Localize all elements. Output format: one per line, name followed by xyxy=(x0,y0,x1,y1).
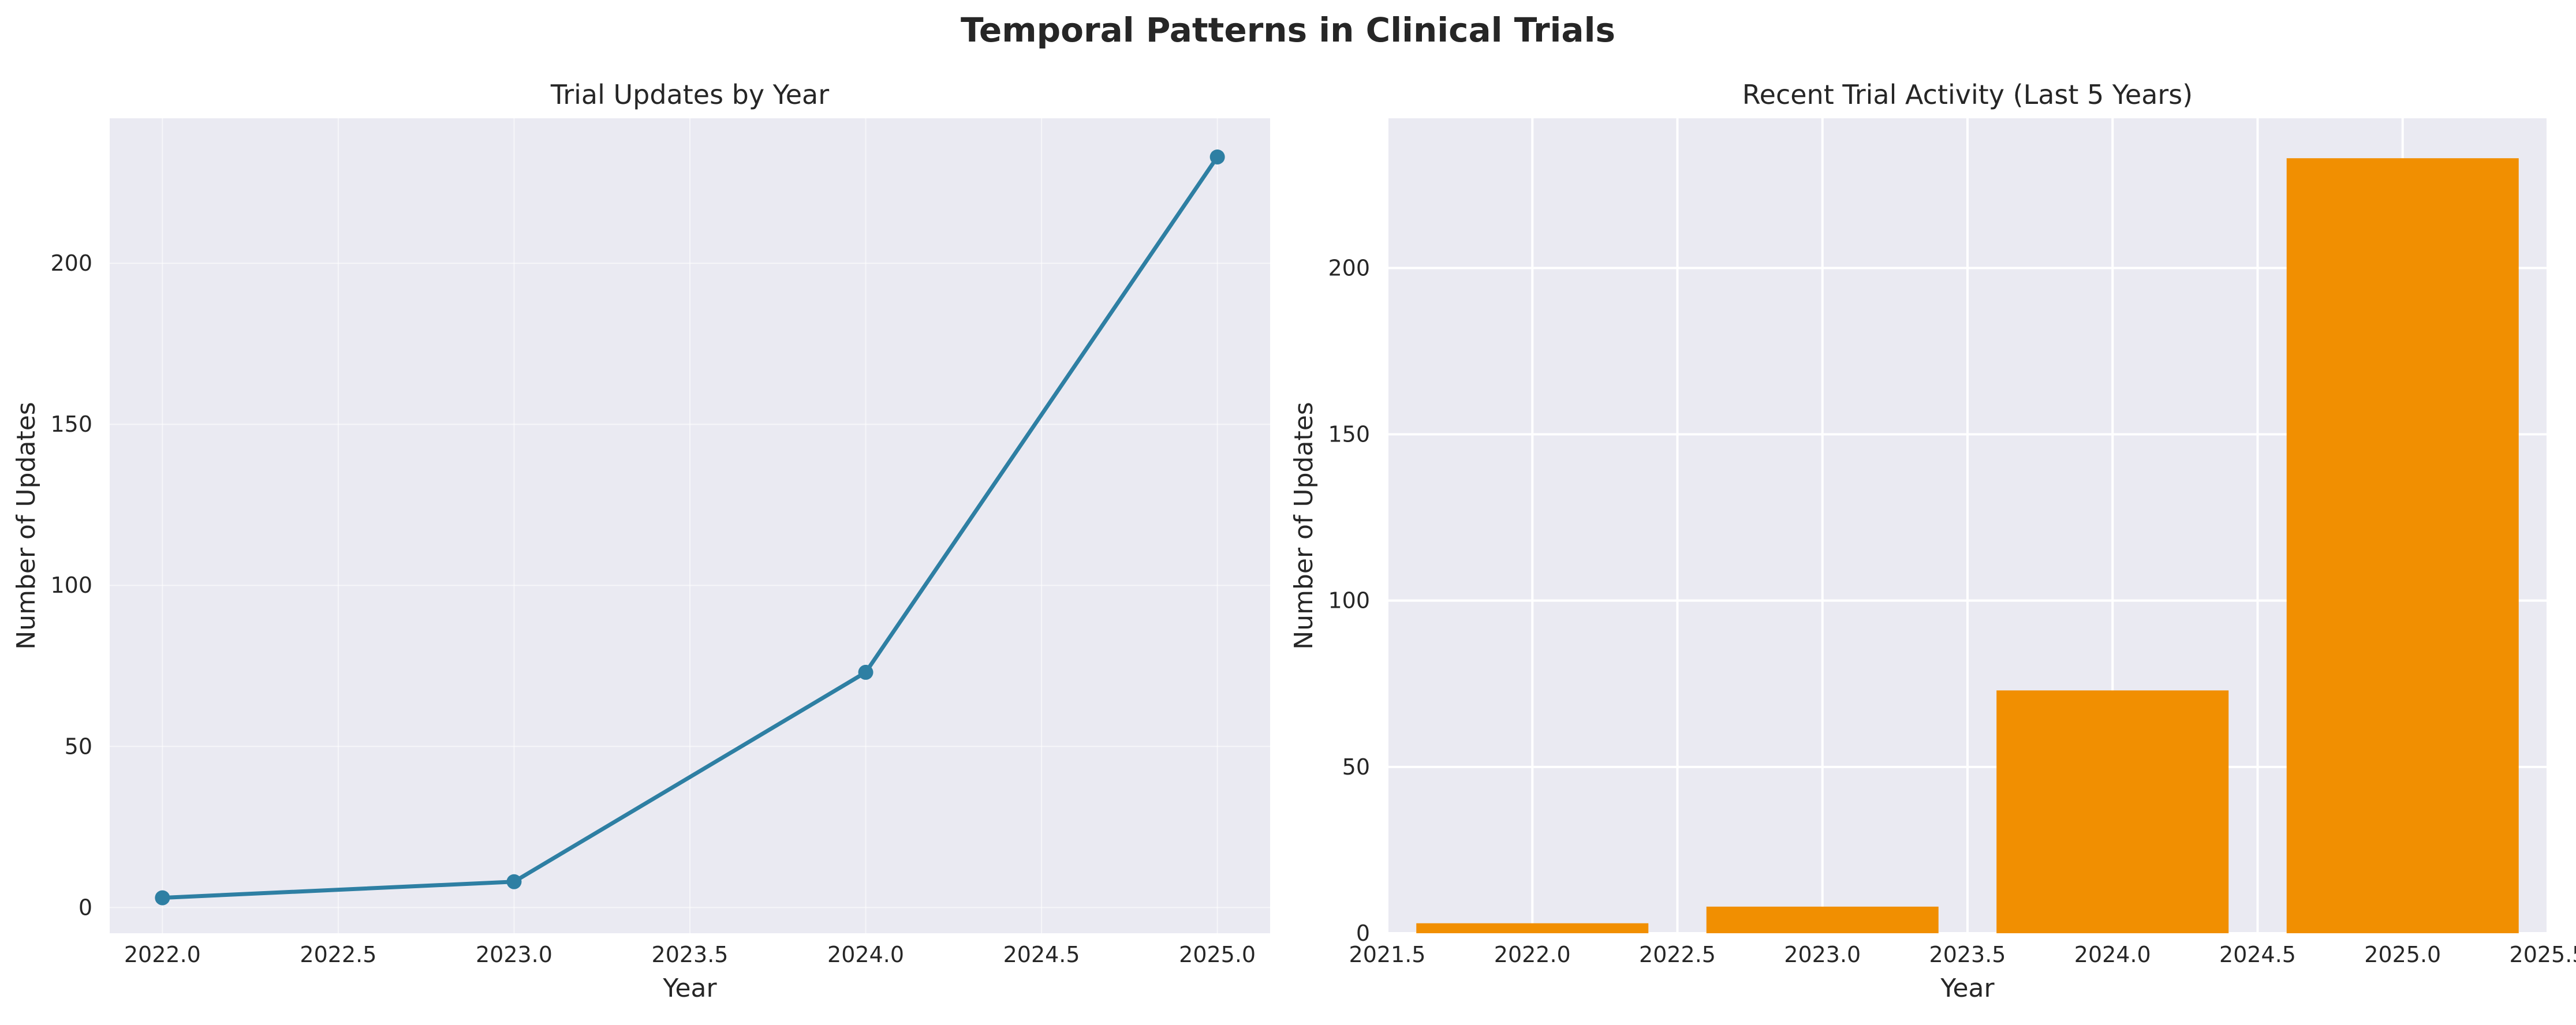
x-tick-label: 2025.5 xyxy=(2510,942,2576,967)
y-tick-label: 0 xyxy=(1356,921,1370,946)
y-tick-label: 100 xyxy=(1328,588,1370,613)
x-tick-label: 2022.0 xyxy=(1494,942,1571,967)
x-tick-label: 2023.5 xyxy=(1929,942,2006,967)
figure-title: Temporal Patterns in Clinical Trials xyxy=(961,10,1615,50)
line-chart-series xyxy=(155,149,1225,906)
data-point xyxy=(506,874,522,889)
x-tick-label: 2024.0 xyxy=(827,942,904,967)
line-chart-panel: 2022.0 2022.5 2023.0 2023.5 2024.0 2024.5 2025… xyxy=(12,79,1270,1003)
x-tick-label: 2022.5 xyxy=(300,942,376,967)
x-tick-label: 2023.0 xyxy=(1784,942,1861,967)
line-chart-title: Trial Updates by Year xyxy=(550,79,829,110)
x-tick-label: 2022.5 xyxy=(1639,942,1716,967)
y-tick-label: 50 xyxy=(65,734,92,759)
x-tick-label: 2024.0 xyxy=(2074,942,2151,967)
bar xyxy=(1706,906,1939,933)
y-tick-label: 0 xyxy=(79,895,92,920)
bar-chart-x-axis-label: Year xyxy=(1940,974,1995,1003)
y-tick-label: 50 xyxy=(1342,754,1370,780)
y-tick-label: 200 xyxy=(1328,255,1370,280)
data-point xyxy=(155,890,170,906)
series-line xyxy=(162,156,1219,900)
x-tick-label: 2024.5 xyxy=(1003,942,1080,967)
line-chart-ticks: 2022.0 2022.5 2023.0 2023.5 2024.0 2024.5 2025… xyxy=(50,250,1256,967)
line-chart-grid xyxy=(110,118,1270,933)
bar-chart-y-axis-label: Number of Updates xyxy=(1289,402,1319,649)
bar-chart-bars xyxy=(1416,158,2519,933)
bar-chart-ticks: 2021.5 2022.0 2022.5 2023.0 2023.5 2024.0 2024… xyxy=(1328,255,2576,967)
x-tick-label: 2025.0 xyxy=(2364,942,2441,967)
x-tick-label: 2024.5 xyxy=(2219,942,2296,967)
bar-chart-panel: 2021.5 2022.0 2022.5 2023.0 2023.5 2024.0 2024… xyxy=(1289,79,2576,1003)
bar xyxy=(1416,923,1649,933)
line-chart-y-axis-label: Number of Updates xyxy=(12,402,41,649)
bar xyxy=(2286,158,2519,933)
data-point xyxy=(858,664,873,680)
x-tick-label: 2023.0 xyxy=(476,942,552,967)
data-point xyxy=(1209,149,1225,164)
x-tick-label: 2025.0 xyxy=(1179,942,1256,967)
y-tick-label: 150 xyxy=(50,412,92,437)
x-tick-label: 2022.0 xyxy=(124,942,201,967)
y-tick-label: 200 xyxy=(50,250,92,276)
bar-chart-title: Recent Trial Activity (Last 5 Years) xyxy=(1742,79,2193,110)
y-tick-label: 150 xyxy=(1328,422,1370,447)
x-tick-label: 2023.5 xyxy=(652,942,729,967)
line-chart-x-axis-label: Year xyxy=(662,974,717,1003)
y-tick-label: 100 xyxy=(50,573,92,598)
x-tick-label: 2021.5 xyxy=(1349,942,1426,967)
bar xyxy=(1996,690,2229,933)
